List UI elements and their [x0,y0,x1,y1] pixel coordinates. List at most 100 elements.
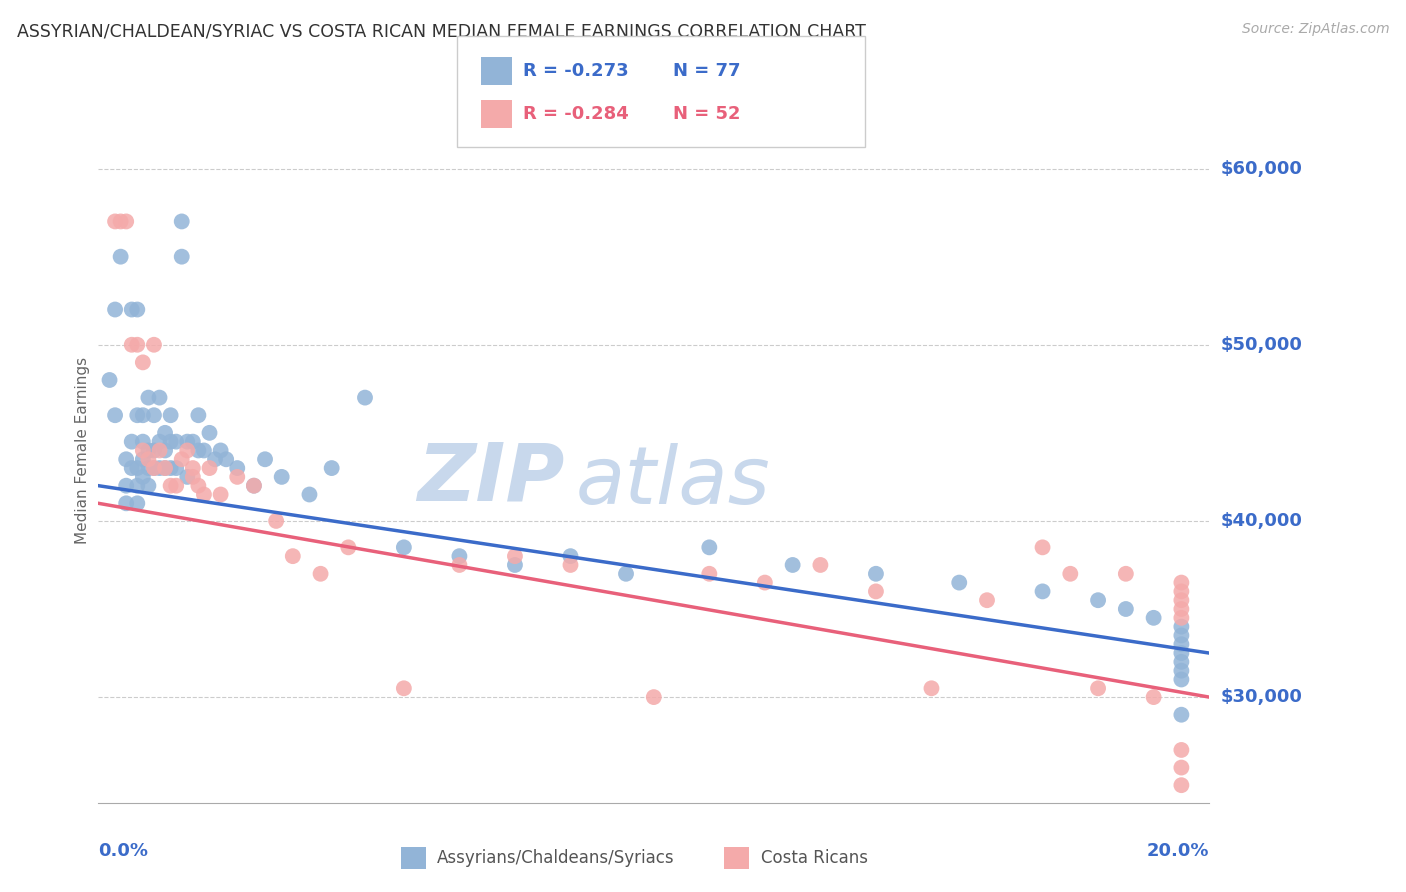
Point [165,461,187,475]
Point [115,214,138,228]
Point [176,470,198,484]
Point [132,434,155,449]
Point [132,470,155,484]
Point [298,487,321,501]
Point [1032,541,1054,555]
Point [176,434,198,449]
Point [1170,575,1192,590]
Point [159,461,181,475]
Point [138,443,160,458]
Point [198,461,221,475]
Text: N = 52: N = 52 [673,105,741,123]
Point [976,593,998,607]
Point [115,479,138,493]
Point [782,558,804,572]
Point [127,461,149,475]
Point [209,487,232,501]
Point [243,479,266,493]
Point [153,461,176,475]
Text: 20.0%: 20.0% [1147,842,1209,860]
Text: atlas: atlas [576,443,770,521]
Point [104,214,127,228]
Point [132,409,155,423]
Point [187,479,209,493]
Text: $30,000: $30,000 [1220,688,1302,706]
Point [1170,628,1192,642]
Point [143,409,166,423]
Point [110,250,132,264]
Point [132,443,155,458]
Point [1170,584,1192,599]
Point [1170,611,1192,625]
Point [1170,637,1192,651]
Point [253,452,276,467]
Point [392,541,415,555]
Point [243,479,266,493]
Point [153,461,176,475]
Point [920,681,942,696]
Point [204,452,226,467]
Text: $50,000: $50,000 [1220,335,1302,354]
Point [153,443,176,458]
Text: $60,000: $60,000 [1220,160,1302,178]
Point [449,558,471,572]
Point [270,470,292,484]
Point [309,566,332,581]
Point [153,425,176,440]
Point [165,479,187,493]
Text: Source: ZipAtlas.com: Source: ZipAtlas.com [1241,22,1389,37]
Point [1170,593,1192,607]
Point [1087,593,1109,607]
Point [143,443,166,458]
Point [143,338,166,352]
Point [281,549,304,564]
Point [321,461,343,475]
Point [1032,584,1054,599]
Y-axis label: Median Female Earnings: Median Female Earnings [75,357,90,544]
Point [865,584,887,599]
Point [115,452,138,467]
Point [138,452,160,467]
Point [121,461,143,475]
Point [121,338,143,352]
Text: Assyrians/Chaldeans/Syriacs: Assyrians/Chaldeans/Syriacs [437,849,675,867]
Point [159,409,181,423]
Point [127,479,149,493]
Text: Costa Ricans: Costa Ricans [761,849,868,867]
Text: ZIP: ZIP [418,440,565,517]
Point [354,391,377,405]
Text: $40,000: $40,000 [1220,512,1302,530]
Text: ASSYRIAN/CHALDEAN/SYRIAC VS COSTA RICAN MEDIAN FEMALE EARNINGS CORRELATION CHART: ASSYRIAN/CHALDEAN/SYRIAC VS COSTA RICAN … [17,22,866,40]
Point [699,541,721,555]
Point [754,575,776,590]
Point [1170,673,1192,687]
Point [1170,646,1192,660]
Point [1143,690,1166,705]
Point [948,575,970,590]
Point [643,690,665,705]
Point [503,558,526,572]
Point [614,566,637,581]
Point [1170,602,1192,616]
Point [1059,566,1081,581]
Text: R = -0.284: R = -0.284 [523,105,628,123]
Point [1170,760,1192,774]
Point [865,566,887,581]
Point [560,558,582,572]
Point [104,302,127,317]
Point [226,461,249,475]
Point [170,250,193,264]
Point [159,479,181,493]
Point [148,434,170,449]
Point [138,479,160,493]
Point [170,452,193,467]
Point [699,566,721,581]
Point [1170,655,1192,669]
Point [560,549,582,564]
Point [810,558,832,572]
Point [148,443,170,458]
Point [181,461,204,475]
Point [127,302,149,317]
Point [121,302,143,317]
Point [209,443,232,458]
